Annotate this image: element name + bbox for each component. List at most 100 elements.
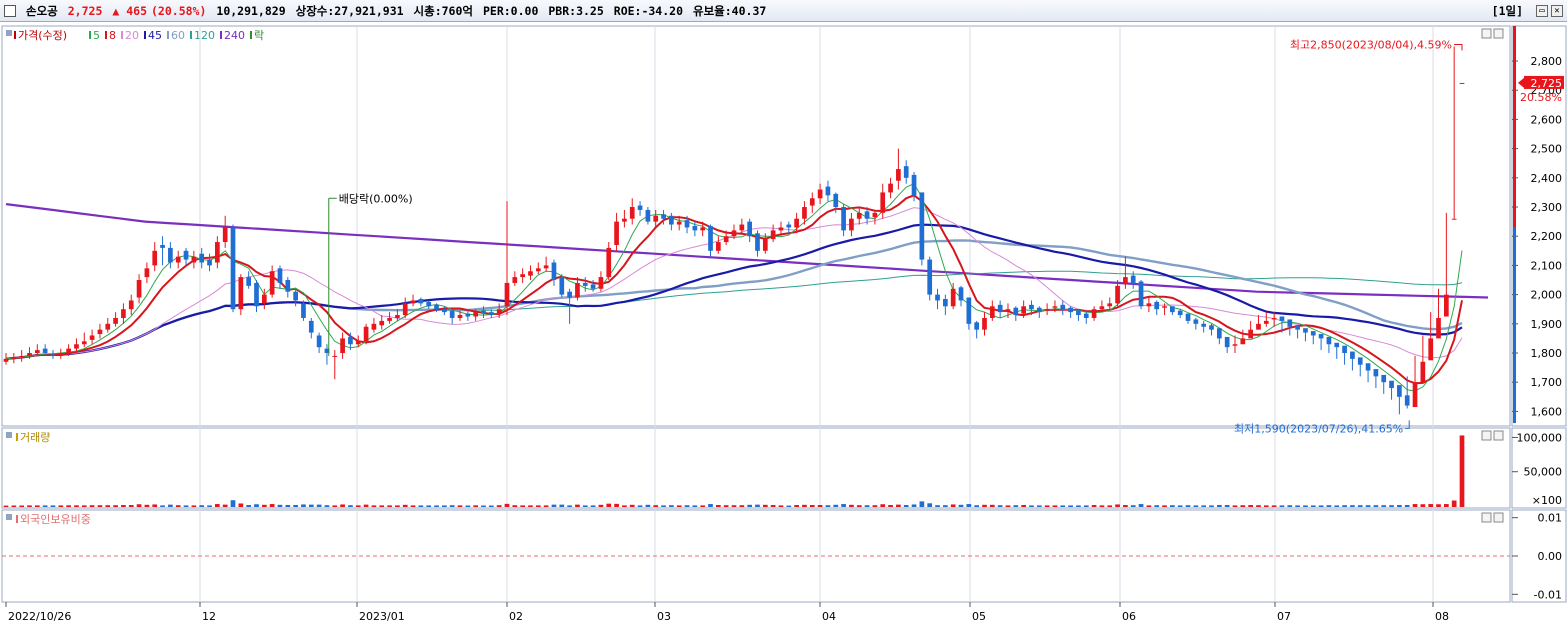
volume-bar [896, 504, 901, 507]
panel-maximize-icon[interactable] [1481, 28, 1492, 39]
foreign-legend-swatch [16, 515, 18, 523]
yaxis-frame-3 [1511, 509, 1567, 603]
panel-maximize-icon[interactable] [1481, 512, 1492, 523]
candle-body [1146, 303, 1152, 307]
candle-body [1036, 307, 1042, 313]
volume-bar [974, 505, 980, 507]
xtick-label: 05 [972, 610, 986, 623]
volume-bar [817, 505, 823, 507]
volume-bar [1177, 505, 1183, 507]
close-icon[interactable]: ✕ [1551, 5, 1563, 17]
candle-body [809, 198, 815, 206]
volume-bar [74, 505, 79, 507]
candle-body [715, 242, 721, 251]
candle-body [1381, 374, 1387, 383]
candle-body [849, 218, 854, 231]
volume-bar [559, 504, 565, 507]
legend-entry: 8 [109, 29, 116, 42]
candle-body [653, 215, 659, 222]
candle-body [1193, 319, 1199, 324]
volume-value: 10,291,829 [216, 3, 286, 18]
candle-body [230, 227, 236, 310]
volume-bar [864, 505, 870, 507]
period-selector[interactable]: [1일] [1491, 4, 1523, 18]
candle-body [105, 323, 111, 330]
foreign-ytick-label: -0.01 [1534, 588, 1562, 601]
candle-body [520, 274, 525, 278]
volume-unit-label: ×100 [1532, 494, 1562, 507]
panel-maximize-icon[interactable] [1481, 430, 1492, 441]
volume-bar [449, 505, 455, 507]
volume-bar [387, 505, 392, 507]
volume-bar [230, 500, 236, 507]
candle-body [786, 224, 792, 228]
candle-body [590, 284, 596, 289]
candle-body [1013, 307, 1019, 316]
candle-body [402, 303, 408, 316]
candle-body [911, 174, 917, 196]
candle-body [410, 300, 416, 304]
ma45-line [5, 223, 1463, 360]
candle-body [42, 348, 48, 354]
candle-body [1287, 319, 1293, 327]
candle-body [966, 297, 972, 324]
candle-body [395, 315, 400, 318]
candle-body [645, 209, 651, 222]
yaxis-frame-2 [1511, 427, 1567, 509]
candle-body [293, 291, 298, 301]
volume-bar [802, 504, 807, 507]
candle-body [285, 280, 291, 292]
panel-frame-1 [1, 25, 1511, 427]
candle-body [802, 207, 807, 219]
volume-bar [598, 504, 604, 507]
panel-close-icon[interactable] [1493, 512, 1504, 523]
candle-body [496, 309, 502, 314]
candle-body [1044, 309, 1050, 311]
volume-bar [42, 505, 48, 507]
candle-body [207, 259, 212, 266]
volume-bar [1107, 505, 1113, 507]
current-price: 2,725 [67, 3, 103, 18]
volume-bar [1412, 504, 1418, 507]
volume-bar [1044, 505, 1050, 507]
candle-body [1076, 310, 1081, 316]
select-checkbox[interactable] [4, 4, 16, 17]
candle-body [856, 212, 862, 219]
candle-body [833, 193, 839, 208]
volume-bar [66, 505, 71, 507]
volume-bar [1263, 505, 1269, 507]
panel-close-icon[interactable] [1493, 430, 1504, 441]
axis-range-down [1513, 227, 1516, 424]
panel-close-icon[interactable] [1493, 28, 1504, 39]
candle-body [128, 300, 134, 310]
restore-icon[interactable]: ▭ [1536, 5, 1548, 17]
candle-body [989, 306, 995, 318]
candle-body [316, 335, 322, 348]
volume-bar [465, 505, 471, 507]
volume-bar [1115, 504, 1120, 507]
volume-bar [1036, 505, 1042, 507]
volume-bar [653, 505, 659, 507]
volume-bar [1209, 505, 1214, 507]
volume-bar [50, 505, 56, 507]
candle-body [692, 226, 698, 231]
volume-bar [442, 505, 447, 507]
volume-bar [543, 505, 549, 507]
volume-bar [254, 504, 259, 507]
candle-body [1389, 380, 1394, 389]
volume-bar [496, 505, 502, 507]
volume-bar [997, 505, 1003, 507]
volume-ytick-label: 100,000 [1517, 431, 1563, 444]
volume-bar [89, 505, 95, 507]
xtick-label: 02 [509, 610, 523, 623]
volume-bar [700, 505, 706, 507]
candle-body [348, 336, 353, 345]
volume-bar [1216, 505, 1222, 507]
volume-bar [293, 505, 298, 507]
volume-bar [1185, 505, 1191, 507]
volume-bar [622, 505, 627, 507]
candle-body [982, 317, 987, 330]
candle-body [1232, 344, 1238, 346]
volume-bar [199, 505, 205, 507]
volume-bar [136, 504, 142, 507]
